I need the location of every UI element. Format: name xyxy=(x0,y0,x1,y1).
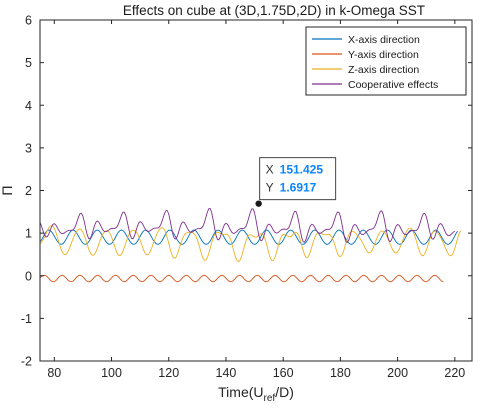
x-axis-label: Time(Uref/D) xyxy=(218,384,294,404)
chart-title: Effects on cube at (3D,1.75D,2D) in k-Om… xyxy=(123,3,425,18)
y-tick-label: -1 xyxy=(21,312,32,326)
x-tick-label: 180 xyxy=(330,366,351,380)
y-tick-label: 4 xyxy=(25,99,32,113)
y-tick-label: 2 xyxy=(25,184,32,198)
x-axis-label-main: Time(U xyxy=(218,384,263,400)
y-tick-label: 3 xyxy=(25,141,32,155)
y-tick-label: 1 xyxy=(25,227,32,241)
series-line-1 xyxy=(40,229,459,245)
legend: X-axis direction Y-axis direction Z-axis d… xyxy=(305,26,467,96)
series-line-3 xyxy=(40,225,461,263)
y-tick-label: 0 xyxy=(25,269,32,283)
datatip-x-value: 151.425 xyxy=(280,163,324,177)
series-line-2 xyxy=(40,274,444,283)
x-tick-label: 80 xyxy=(47,366,61,380)
x-tick-label: 220 xyxy=(444,366,465,380)
x-axis-label-end: /D) xyxy=(275,384,294,400)
datatip[interactable]: X 151.425 Y 1.6917 xyxy=(255,157,337,207)
legend-entry: Z-axis direction xyxy=(348,64,419,76)
legend-entry: Y-axis direction xyxy=(348,49,419,61)
series-line-4 xyxy=(40,208,456,243)
datatip-marker[interactable] xyxy=(255,200,262,207)
legend-entry: X-axis direction xyxy=(348,34,420,46)
y-tick-label: 5 xyxy=(25,56,32,70)
x-tick-label: 200 xyxy=(387,366,408,380)
y-tick-label: 6 xyxy=(25,14,32,28)
x-tick-label: 140 xyxy=(216,366,237,380)
plot-area xyxy=(40,208,461,283)
datatip-y-key: Y xyxy=(266,181,274,195)
x-tick-label: 120 xyxy=(158,366,179,380)
axes-ticks: 80 100 120 140 160 180 200 220 -2 -1 0 1 2 3 4 5 6 xyxy=(21,14,472,380)
y-tick-label: -2 xyxy=(21,355,32,369)
x-tick-label: 160 xyxy=(273,366,294,380)
datatip-y-value: 1.6917 xyxy=(280,181,317,195)
x-tick-label: 100 xyxy=(101,366,122,380)
y-axis-label: Π xyxy=(0,185,15,195)
x-axis-label-subscript: ref xyxy=(264,393,276,404)
datatip-box xyxy=(259,157,337,201)
datatip-x-key: X xyxy=(266,163,274,177)
legend-entry: Cooperative effects xyxy=(348,79,438,91)
